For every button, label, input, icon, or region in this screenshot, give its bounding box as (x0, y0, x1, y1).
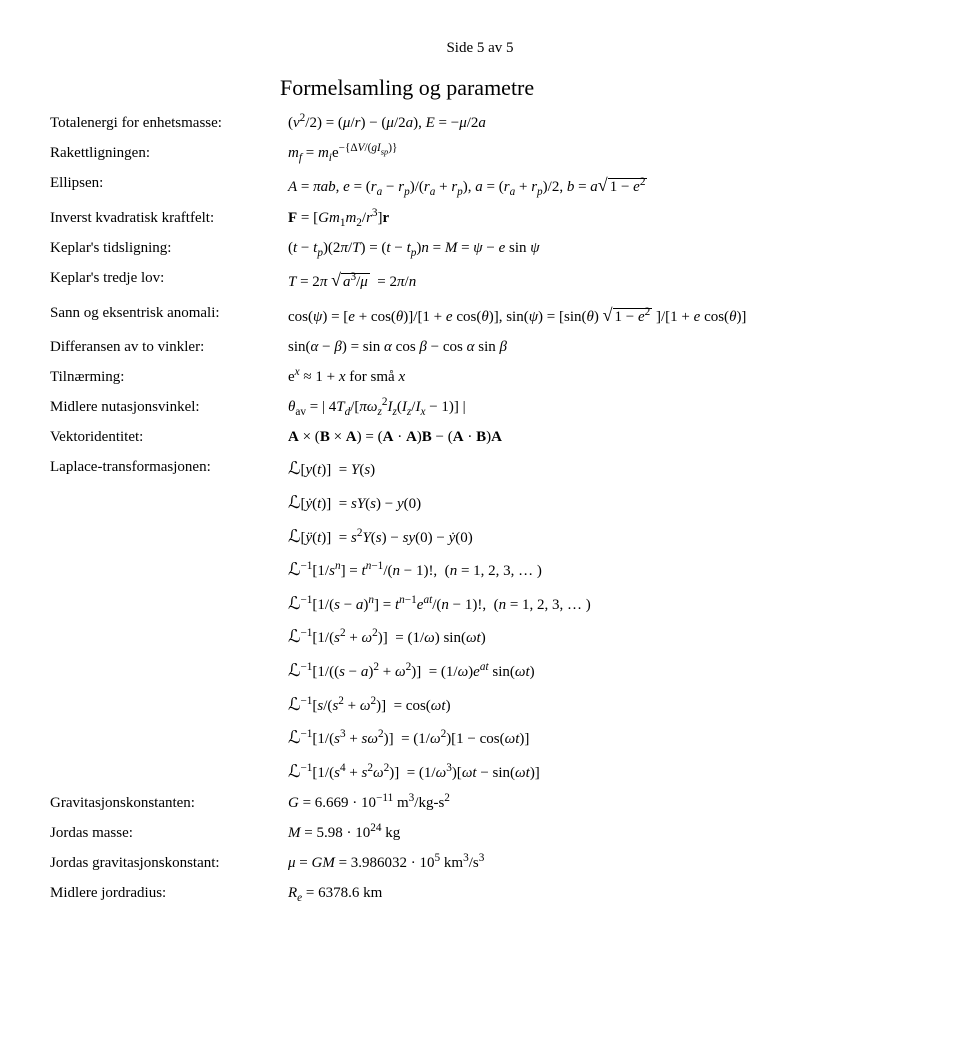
row-value: mf = mie−{ΔV/(gIsp)} (288, 141, 910, 165)
row-label: Laplace-transformasjonen: (50, 455, 288, 479)
formula-list: Totalenergi for enhetsmasse:(v2/2) = (μ/… (50, 111, 910, 905)
row-label: Keplar's tredje lov: (50, 266, 288, 290)
row-value: (t − tp)(2π/T) = (t − tp)n = M = ψ − e s… (288, 236, 910, 260)
formula-row: Midlere jordradius:Re = 6378.6 km (50, 881, 910, 905)
page-header: Side 5 av 5 (50, 40, 910, 57)
row-value: ℒ−1[s/(s2 + ω2)] = cos(ωt) (288, 691, 910, 719)
row-value: cos(ψ) = [e + cos(θ)]/[1 + e cos(θ)], si… (288, 301, 910, 330)
formula-row: Keplar's tidsligning:(t − tp)(2π/T) = (t… (50, 236, 910, 260)
formula-row: Ellipsen:A = πab, e = (ra − rp)/(ra + rp… (50, 171, 910, 200)
main-title: Formelsamling og parametre (280, 75, 910, 101)
row-label: Inverst kvadratisk kraftfelt: (50, 206, 288, 230)
formula-row: Jordas masse:M = 5.98 · 1024 kg (50, 821, 910, 845)
row-value: ℒ−1[1/(s3 + sω2)] = (1/ω2)[1 − cos(ωt)] (288, 724, 910, 752)
formula-row: ℒ−1[s/(s2 + ω2)] = cos(ωt) (50, 691, 910, 719)
formula-row: ℒ[ẏ(t)] = sY(s) − y(0) (50, 489, 910, 517)
row-label: Tilnærming: (50, 365, 288, 389)
row-value: M = 5.98 · 1024 kg (288, 821, 910, 845)
row-label: Totalenergi for enhetsmasse: (50, 111, 288, 135)
formula-row: ℒ−1[1/(s − a)n] = tn−1eat/(n − 1)!, (n =… (50, 590, 910, 618)
formula-row: ℒ−1[1/(s4 + s2ω2)] = (1/ω3)[ωt − sin(ωt)… (50, 758, 910, 786)
row-value: F = [Gm1m2/r3]r (288, 206, 910, 230)
formula-row: ℒ−1[1/sn] = tn−1/(n − 1)!, (n = 1, 2, 3,… (50, 556, 910, 584)
row-value: A × (B × A) = (A · A)B − (A · B)A (288, 425, 910, 449)
row-label: Ellipsen: (50, 171, 288, 195)
formula-row: ℒ−1[1/(s3 + sω2)] = (1/ω2)[1 − cos(ωt)] (50, 724, 910, 752)
row-value: ℒ−1[1/(s − a)n] = tn−1eat/(n − 1)!, (n =… (288, 590, 910, 618)
row-label: Jordas masse: (50, 821, 288, 845)
formula-row: ℒ−1[1/((s − a)2 + ω2)] = (1/ω)eat sin(ωt… (50, 657, 910, 685)
formula-row: ℒ−1[1/(s2 + ω2)] = (1/ω) sin(ωt) (50, 623, 910, 651)
row-value: ℒ−1[1/((s − a)2 + ω2)] = (1/ω)eat sin(ωt… (288, 657, 910, 685)
formula-row: Totalenergi for enhetsmasse:(v2/2) = (μ/… (50, 111, 910, 135)
row-value: Re = 6378.6 km (288, 881, 910, 905)
row-value: G = 6.669 · 10−11 m3/kg-s2 (288, 791, 910, 815)
formula-row: Inverst kvadratisk kraftfelt:F = [Gm1m2/… (50, 206, 910, 230)
row-value: ℒ[ÿ(t)] = s2Y(s) − sy(0) − ẏ(0) (288, 523, 910, 551)
row-label: Differansen av to vinkler: (50, 335, 288, 359)
formula-row: Laplace-transformasjonen:ℒ[y(t)] = Y(s) (50, 455, 910, 483)
row-label: Vektoridentitet: (50, 425, 288, 449)
formula-row: Rakettligningen:mf = mie−{ΔV/(gIsp)} (50, 141, 910, 165)
row-value: ℒ[y(t)] = Y(s) (288, 455, 910, 483)
row-label: Midlere jordradius: (50, 881, 288, 905)
row-label: Jordas gravitasjonskonstant: (50, 851, 288, 875)
row-value: ℒ[ẏ(t)] = sY(s) − y(0) (288, 489, 910, 517)
row-label: Gravitasjonskonstanten: (50, 791, 288, 815)
formula-row: Midlere nutasjonsvinkel:θav = | 4Td/[πωz… (50, 395, 910, 419)
row-value: T = 2π √a3/μ = 2π/n (288, 266, 910, 295)
formula-row: ℒ[ÿ(t)] = s2Y(s) − sy(0) − ẏ(0) (50, 523, 910, 551)
row-value: θav = | 4Td/[πωz2Iz(Iz/Ix − 1)] | (288, 395, 910, 419)
formula-row: Gravitasjonskonstanten:G = 6.669 · 10−11… (50, 791, 910, 815)
row-label: Rakettligningen: (50, 141, 288, 165)
row-value: sin(α − β) = sin α cos β − cos α sin β (288, 335, 910, 359)
formula-row: Differansen av to vinkler:sin(α − β) = s… (50, 335, 910, 359)
row-value: μ = GM = 3.986032 · 105 km3/s3 (288, 851, 910, 875)
formula-row: Jordas gravitasjonskonstant:μ = GM = 3.9… (50, 851, 910, 875)
formula-row: Tilnærming:ex ≈ 1 + x for små x (50, 365, 910, 389)
row-label: Sann og eksentrisk anomali: (50, 301, 288, 325)
formula-row: Sann og eksentrisk anomali:cos(ψ) = [e +… (50, 301, 910, 330)
formula-row: Keplar's tredje lov:T = 2π √a3/μ = 2π/n (50, 266, 910, 295)
row-value: (v2/2) = (μ/r) − (μ/2a), E = −μ/2a (288, 111, 910, 135)
row-value: ex ≈ 1 + x for små x (288, 365, 910, 389)
row-value: ℒ−1[1/(s4 + s2ω2)] = (1/ω3)[ωt − sin(ωt)… (288, 758, 910, 786)
row-value: ℒ−1[1/sn] = tn−1/(n − 1)!, (n = 1, 2, 3,… (288, 556, 910, 584)
row-label: Midlere nutasjonsvinkel: (50, 395, 288, 419)
row-value: ℒ−1[1/(s2 + ω2)] = (1/ω) sin(ωt) (288, 623, 910, 651)
row-label: Keplar's tidsligning: (50, 236, 288, 260)
row-value: A = πab, e = (ra − rp)/(ra + rp), a = (r… (288, 171, 910, 200)
formula-row: Vektoridentitet:A × (B × A) = (A · A)B −… (50, 425, 910, 449)
